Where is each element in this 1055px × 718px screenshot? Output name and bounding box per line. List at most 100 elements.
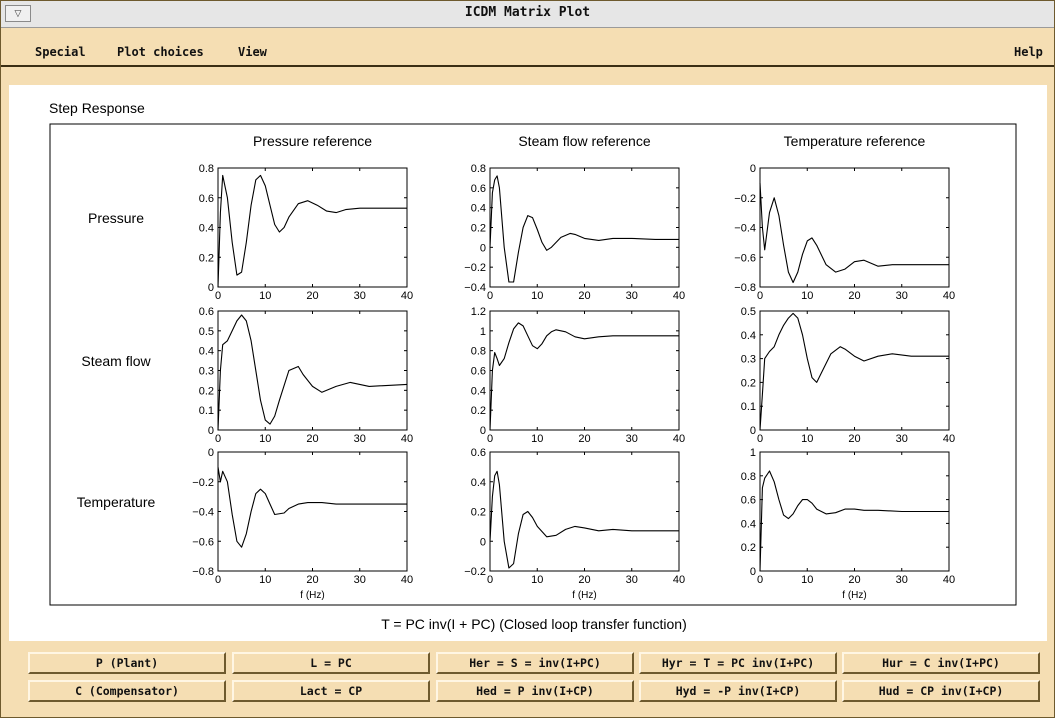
x-tick-label: 30: [896, 574, 908, 586]
row-label: Steam flow: [81, 353, 151, 369]
y-tick-label: 0.5: [199, 326, 214, 338]
x-tick-label: 10: [259, 433, 271, 445]
y-tick-label: 0.6: [471, 183, 486, 195]
transfer-function-button[interactable]: Hyr = T = PC inv(I+PC): [639, 652, 837, 674]
y-tick-label: −0.4: [734, 223, 756, 235]
transfer-function-button[interactable]: Hyd = -P inv(I+CP): [639, 680, 837, 702]
y-tick-label: −0.2: [192, 477, 214, 489]
y-tick-label: −0.4: [192, 507, 214, 519]
x-tick-label: 20: [848, 290, 860, 302]
x-tick-label: 20: [306, 433, 318, 445]
transfer-function-button[interactable]: Lact = CP: [232, 680, 430, 702]
response-line: [489, 470, 679, 569]
y-tick-label: 0.2: [199, 385, 214, 397]
x-tick-label: 0: [757, 574, 763, 586]
y-tick-label: 0.2: [471, 507, 486, 519]
x-tick-label: 40: [401, 574, 413, 586]
y-tick-label: −0.4: [464, 282, 486, 294]
window-menu-icon[interactable]: ▽: [5, 5, 31, 22]
window-title: ICDM Matrix Plot: [464, 5, 591, 20]
x-tick-label: 0: [757, 290, 763, 302]
subplot-frame: [489, 167, 680, 288]
x-tick-label: 20: [578, 574, 590, 586]
y-tick-label: 0: [480, 425, 486, 437]
x-tick-label: 10: [801, 433, 813, 445]
y-tick-label: 0.4: [471, 477, 486, 489]
panel-title: Step Response: [49, 100, 145, 116]
row-label: Temperature: [77, 494, 156, 510]
y-tick-label: 0.5: [741, 306, 756, 318]
x-tick-label: 40: [673, 290, 685, 302]
x-tick-label: 30: [626, 290, 638, 302]
y-tick-label: −0.6: [192, 536, 214, 548]
x-tick-label: 30: [896, 433, 908, 445]
x-tick-label: 0: [487, 574, 493, 586]
x-axis-label: f (Hz): [842, 590, 866, 601]
y-tick-label: 0.6: [199, 306, 214, 318]
y-tick-label: −0.6: [734, 252, 756, 264]
x-tick-label: 20: [306, 290, 318, 302]
x-tick-label: 10: [531, 433, 543, 445]
x-tick-label: 20: [578, 433, 590, 445]
transfer-function-button[interactable]: L = PC: [232, 652, 430, 674]
y-tick-label: 0: [208, 425, 214, 437]
response-line: [217, 466, 407, 548]
response-line: [759, 470, 949, 572]
column-title: Pressure reference: [253, 133, 372, 149]
transfer-function-button[interactable]: Hed = P inv(I+CP): [436, 680, 634, 702]
subplot-frame: [217, 310, 408, 431]
menu-plot-choices[interactable]: Plot choices: [117, 45, 204, 59]
panel-frame: [49, 123, 1017, 606]
y-tick-label: 0: [750, 425, 756, 437]
response-line: [217, 314, 408, 431]
y-tick-label: 0.8: [741, 471, 756, 483]
subplot-frame: [489, 310, 680, 431]
x-tick-label: 40: [943, 290, 955, 302]
response-line: [217, 174, 407, 288]
y-tick-label: 1: [750, 447, 756, 459]
y-tick-label: −0.2: [464, 262, 486, 274]
x-tick-label: 20: [578, 290, 590, 302]
x-tick-label: 0: [487, 433, 493, 445]
menu-special[interactable]: Special: [35, 45, 86, 59]
y-tick-label: 0.6: [199, 193, 214, 205]
subplot-frame: [217, 451, 408, 572]
figure-caption: T = PC inv(I + PC) (Closed loop transfer…: [381, 616, 687, 632]
y-tick-label: 1.2: [471, 306, 486, 318]
x-tick-label: 0: [757, 433, 763, 445]
x-tick-label: 40: [673, 574, 685, 586]
y-tick-label: 0.3: [199, 366, 214, 378]
response-line: [489, 175, 679, 283]
y-tick-label: 0.4: [471, 385, 486, 397]
subplot-frame: [759, 310, 950, 431]
x-tick-label: 0: [215, 433, 221, 445]
subplot-frame: [217, 167, 408, 288]
x-tick-label: 30: [354, 574, 366, 586]
x-tick-label: 40: [673, 433, 685, 445]
y-tick-label: 0.3: [741, 354, 756, 366]
response-line: [489, 322, 679, 431]
transfer-function-button[interactable]: Hur = C inv(I+PC): [842, 652, 1040, 674]
y-tick-label: 0: [750, 163, 756, 175]
transfer-function-button[interactable]: P (Plant): [28, 652, 226, 674]
x-tick-label: 10: [259, 574, 271, 586]
column-title: Steam flow reference: [518, 133, 650, 149]
title-bar: ▽ ICDM Matrix Plot: [1, 1, 1054, 28]
x-tick-label: 30: [354, 433, 366, 445]
x-tick-label: 10: [801, 574, 813, 586]
y-tick-label: 0.6: [471, 447, 486, 459]
x-tick-label: 20: [306, 574, 318, 586]
transfer-function-button[interactable]: Hud = CP inv(I+CP): [842, 680, 1040, 702]
row-label: Pressure: [88, 210, 144, 226]
transfer-function-button[interactable]: Her = S = inv(I+PC): [436, 652, 634, 674]
y-tick-label: 0: [480, 536, 486, 548]
y-tick-label: 0.4: [741, 518, 756, 530]
y-tick-label: 0: [208, 447, 214, 459]
menu-bar: Special Plot choices View Help: [1, 28, 1054, 67]
x-tick-label: 30: [896, 290, 908, 302]
menu-view[interactable]: View: [238, 45, 267, 59]
x-tick-label: 40: [401, 290, 413, 302]
menu-help[interactable]: Help: [1014, 45, 1043, 59]
transfer-function-button[interactable]: C (Compensator): [28, 680, 226, 702]
